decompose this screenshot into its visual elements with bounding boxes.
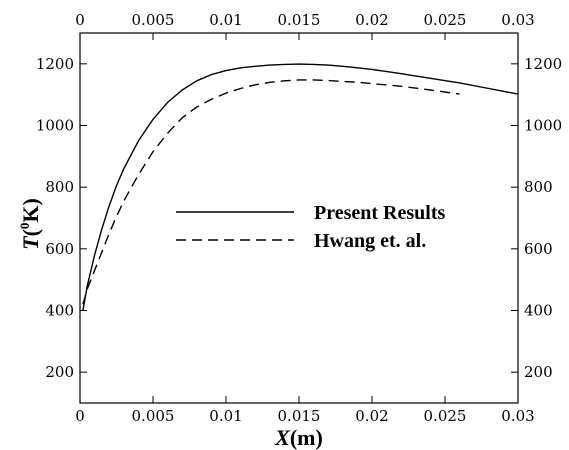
y-tick-label-right: 200 [524,363,553,381]
x-tick-label-bottom: 0 [75,407,85,425]
y-axis-title-open-paren: ( [18,229,43,236]
y-tick-label-right: 600 [524,240,553,258]
x-tick-label-top: 0.03 [501,11,534,29]
x-tick-label-bottom: 0.025 [424,407,467,425]
y-tick-label-left: 600 [45,240,74,258]
y-axis-title-superscript: 0 [17,223,32,230]
y-tick-label-left: 1000 [36,117,74,135]
y-axis-title-close-paren: ) [18,198,43,205]
legend-label-hwang-et-al: Hwang et. al. [314,230,426,252]
x-tick-label-bottom: 0.01 [209,407,242,425]
series-line-hwang-et-al [82,79,460,305]
y-tick-label-left: 200 [45,363,74,381]
axis-tick-labels: 0 0 0.005 0.005 0.01 0.01 0.015 0.015 0.02 0.02 0.… [36,11,562,425]
x-tick-label-top: 0.005 [132,11,175,29]
y-axis-title: T(0K) [17,198,43,250]
x-tick-label-bottom: 0.03 [501,407,534,425]
y-tick-label-right: 400 [524,302,553,320]
y-tick-label-left: 800 [45,178,74,196]
y-tick-label-right: 1200 [524,55,562,73]
y-tick-label-right: 1000 [524,117,562,135]
x-tick-label-top: 0 [75,11,85,29]
x-tick-label-top: 0.02 [355,11,388,29]
x-axis-title: X(m) [274,425,323,450]
series-line-present-results [82,63,519,311]
plot-frame [79,32,519,404]
legend-label-present-results: Present Results [314,202,445,224]
x-tick-label-top: 0.01 [209,11,242,29]
x-tick-label-bottom: 0.015 [278,407,321,425]
x-tick-label-bottom: 0.02 [355,407,388,425]
y-axis-title-unit: K [18,205,43,222]
x-tick-label-top: 0.025 [424,11,467,29]
y-tick-label-left: 1200 [36,55,74,73]
y-tick-label-left: 400 [45,302,74,320]
legend: Present Results Hwang et. al. [176,202,445,252]
x-axis-title-symbol: X [274,425,291,450]
y-axis-title-symbol: T [18,235,43,250]
x-tick-label-bottom: 0.005 [132,407,175,425]
y-tick-label-right: 800 [524,178,553,196]
x-tick-label-top: 0.015 [278,11,321,29]
series-lines [82,63,519,311]
axis-ticks [79,33,519,403]
x-axis-title-unit: (m) [290,425,323,450]
